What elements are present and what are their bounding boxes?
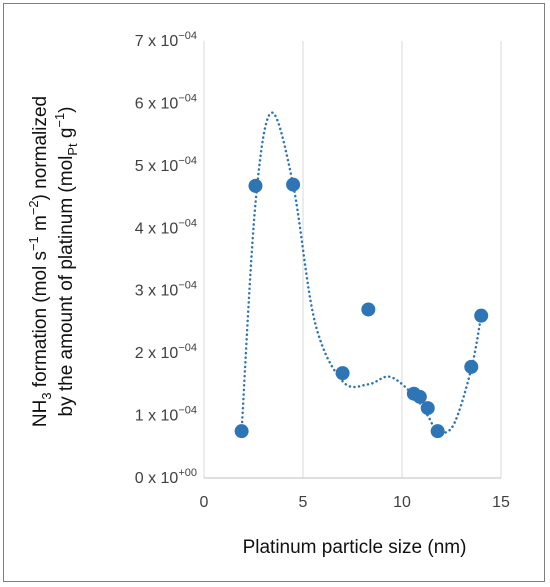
x-axis-title: Platinum particle size (nm) xyxy=(243,537,467,558)
data-point xyxy=(474,308,489,323)
scatter-chart: 0 5 10 15 0 x 10+00 1 x 10−04 2 x 10−04 3 x 10−… xyxy=(26,30,510,558)
data-point xyxy=(420,401,435,416)
data-point xyxy=(248,178,263,193)
y-tick-label: 2 x 10−04 xyxy=(135,342,197,362)
y-tick-label: 4 x 10−04 xyxy=(135,217,197,237)
y-axis-title-line2: by the amount of platinum (molPt​ g−1​) xyxy=(52,107,80,417)
data-point xyxy=(361,302,376,317)
y-tick-label: 1 x 10−04 xyxy=(135,405,197,425)
data-point xyxy=(234,424,249,439)
x-tick-label: 5 xyxy=(299,494,308,511)
y-tick-label: 0 x 10+00 xyxy=(135,467,197,487)
data-point xyxy=(286,177,301,192)
data-point xyxy=(430,424,445,439)
x-tick-label: 0 xyxy=(200,494,209,511)
x-tick-label: 15 xyxy=(492,494,510,511)
data-point xyxy=(464,359,479,374)
data-point xyxy=(412,389,427,404)
y-axis-title-line1: NH3​ formation (mol s−1​ m−2​) normalize… xyxy=(26,96,54,427)
y-tick-label: 5 x 10−04 xyxy=(135,155,197,175)
chart-frame: 0 5 10 15 0 x 10+00 1 x 10−04 2 x 10−04 3 x 10−… xyxy=(3,3,545,582)
x-tick-label: 10 xyxy=(393,494,411,511)
y-tick-label: 3 x 10−04 xyxy=(135,280,197,300)
data-point xyxy=(335,366,350,381)
y-tick-label: 6 x 10−04 xyxy=(135,92,197,112)
trendline xyxy=(240,111,483,434)
y-tick-label: 7 x 10−04 xyxy=(135,30,197,50)
